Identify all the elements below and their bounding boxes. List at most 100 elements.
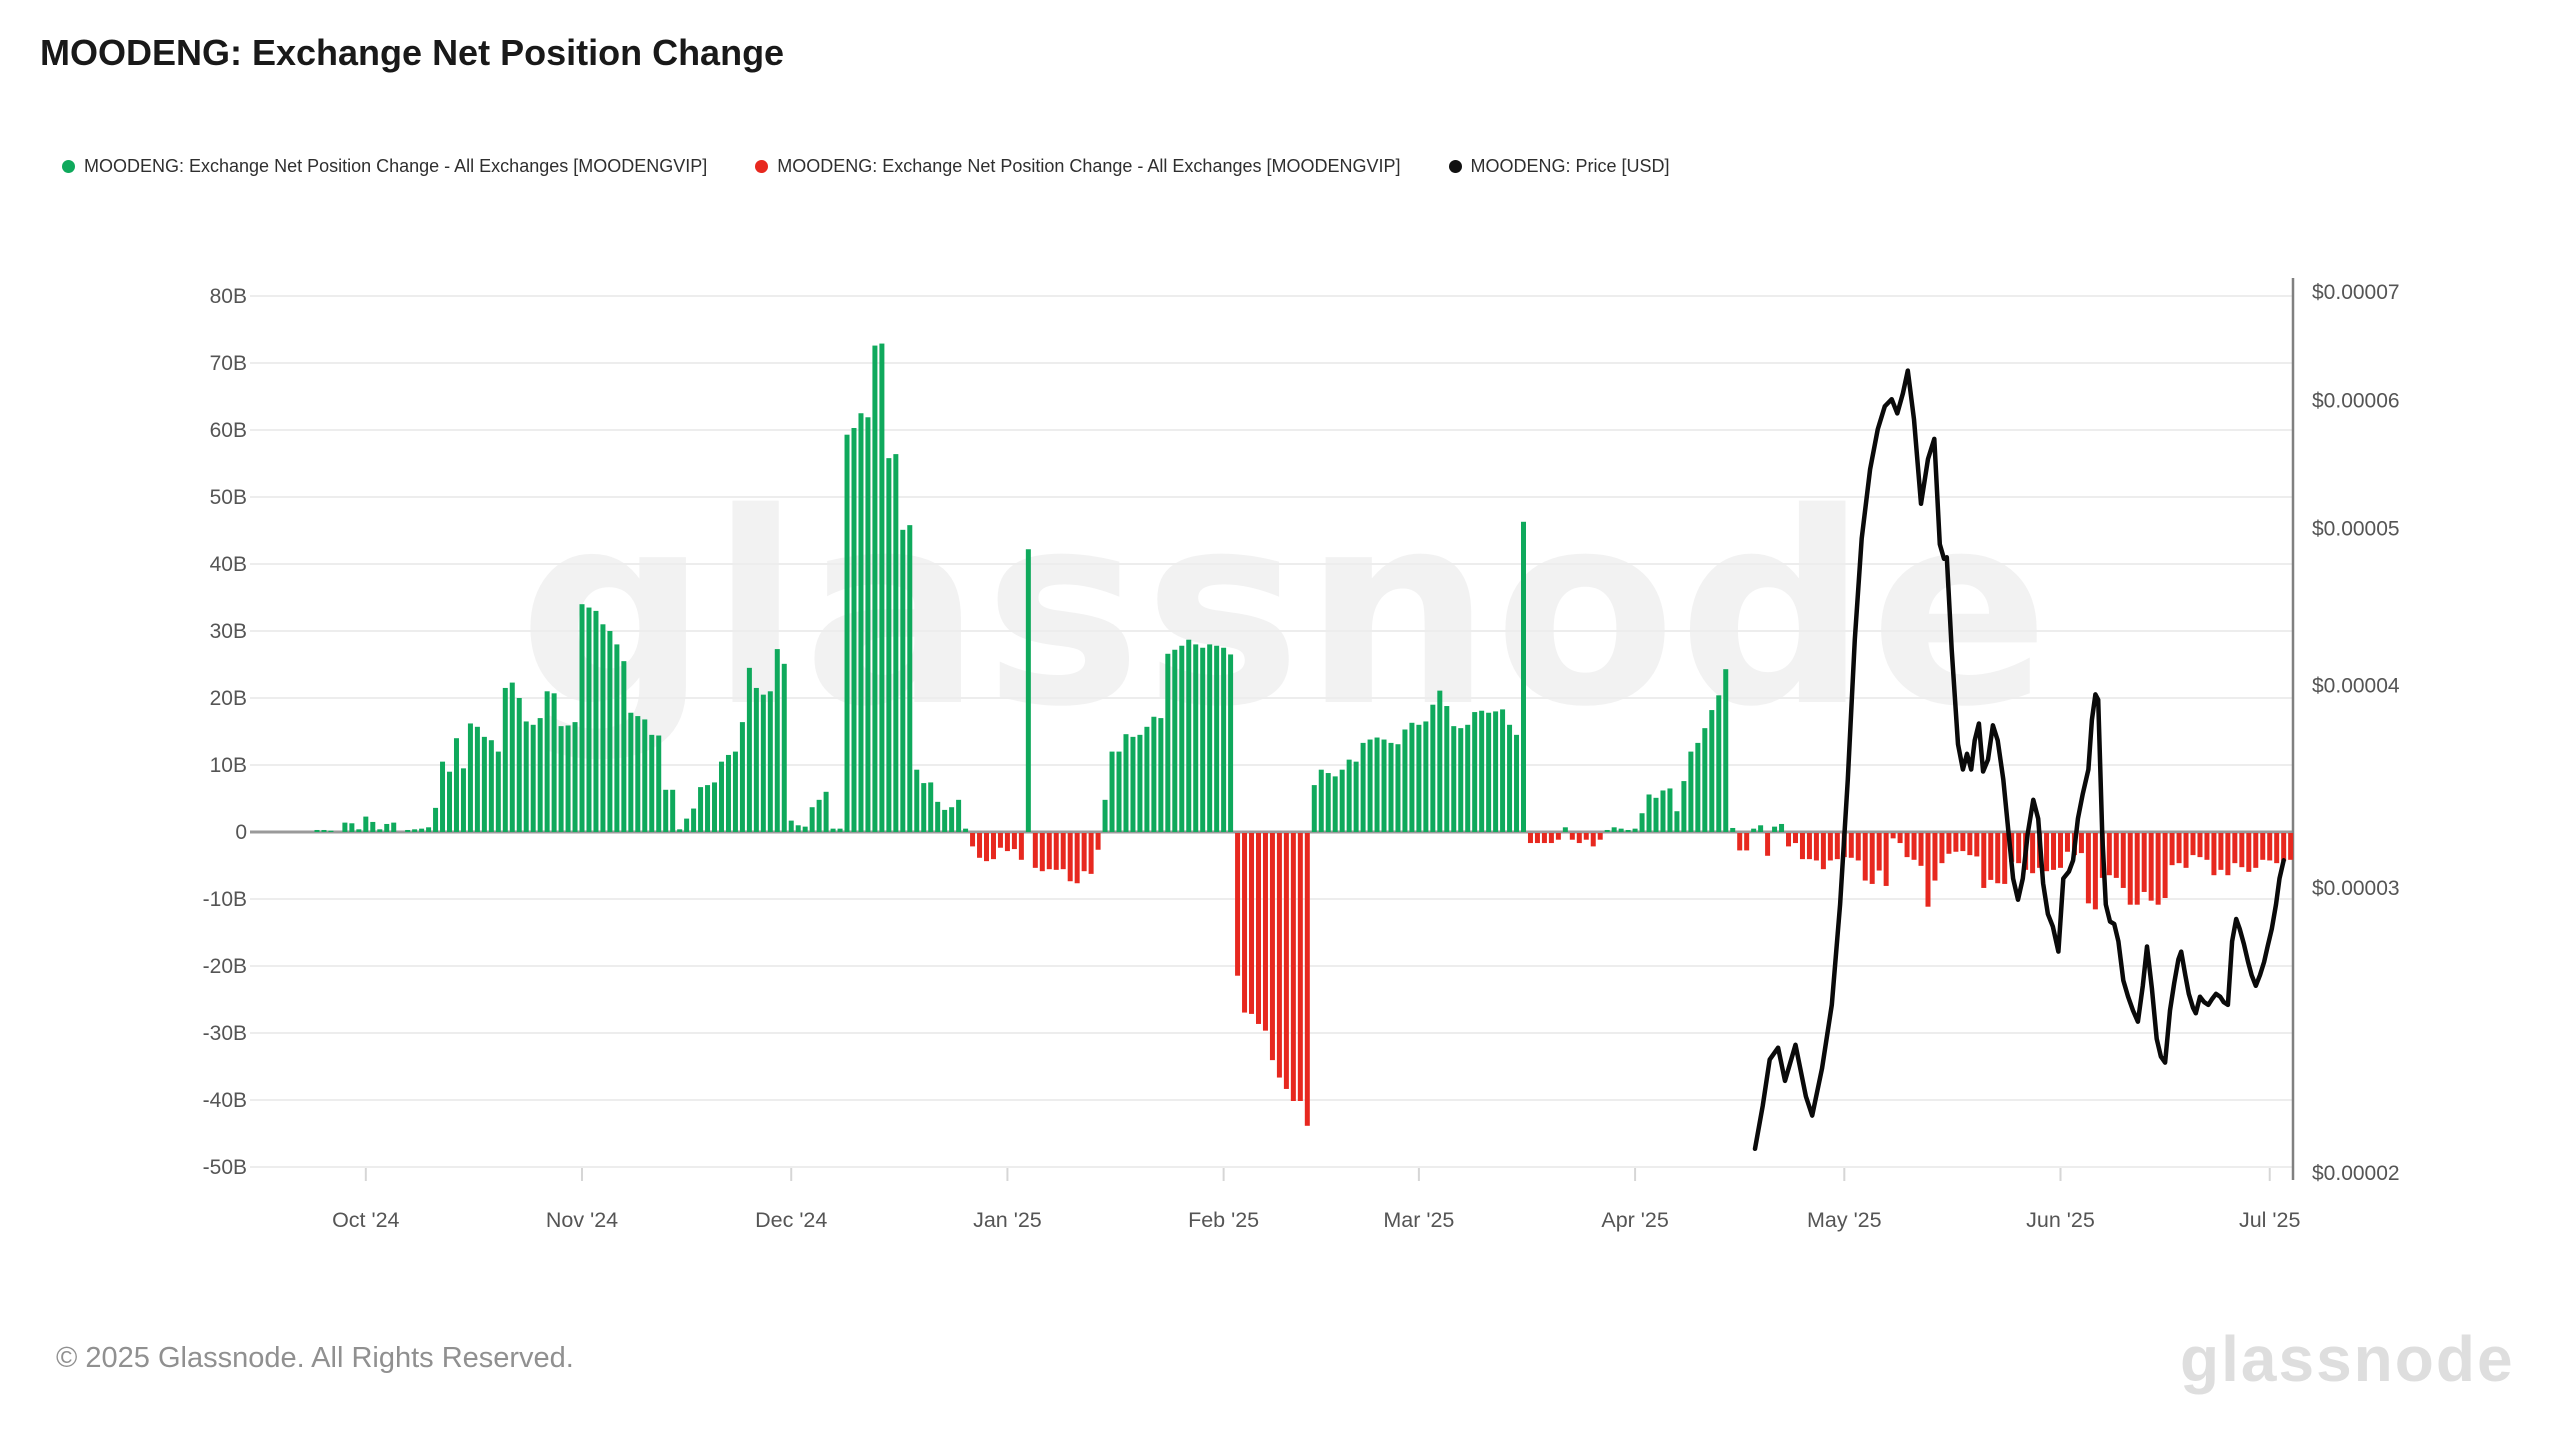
positive-bar <box>725 754 731 832</box>
negative-bar <box>2016 833 2022 864</box>
positive-bar <box>1604 829 1610 832</box>
negative-bar <box>1960 833 1966 852</box>
positive-bar <box>363 816 369 832</box>
positive-bar <box>1228 654 1234 832</box>
positive-bar <box>1179 645 1185 832</box>
positive-bar <box>509 682 515 832</box>
positive-bar <box>1025 549 1031 832</box>
negative-bar <box>1039 833 1045 872</box>
positive-bar <box>565 725 571 832</box>
legend-item-net-position-negative[interactable]: MOODENG: Exchange Net Position Change - … <box>755 156 1401 177</box>
negative-bar <box>1541 833 1547 844</box>
negative-bar <box>1088 833 1094 874</box>
positive-bar <box>872 345 878 832</box>
negative-bar <box>1304 833 1310 1126</box>
positive-bar <box>1158 718 1164 832</box>
positive-bar <box>1360 742 1366 832</box>
positive-bar <box>760 694 766 832</box>
positive-bar <box>844 434 850 832</box>
positive-bar <box>321 829 327 832</box>
positive-bar <box>600 624 606 832</box>
negative-bar <box>1262 833 1268 1031</box>
negative-bar <box>1032 833 1038 868</box>
positive-bar <box>649 734 655 832</box>
positive-bar <box>921 783 927 832</box>
positive-bar <box>1311 785 1317 832</box>
positive-bar <box>1353 761 1359 832</box>
positive-bar <box>1151 716 1157 832</box>
negative-bar <box>1576 833 1582 844</box>
positive-bar <box>879 343 885 832</box>
right-tick-label: $0.00007 <box>2312 281 2400 304</box>
positive-bar <box>1451 726 1457 832</box>
positive-bar <box>1221 647 1227 832</box>
positive-bar <box>705 785 711 832</box>
positive-bar <box>607 631 613 832</box>
positive-bar <box>677 829 683 832</box>
negative-bar <box>2051 833 2057 870</box>
left-axis-labels: 80B 70B 60B 50B 40B 30B 20B 10B 0 -10B -20B -30B -40… <box>203 285 247 1179</box>
negative-bar <box>977 833 983 858</box>
month-label: Feb '25 <box>1188 1208 1259 1232</box>
legend-item-net-position-positive[interactable]: MOODENG: Exchange Net Position Change - … <box>62 156 707 177</box>
negative-bar <box>1018 833 1024 860</box>
positive-bar <box>1674 811 1680 832</box>
positive-bar <box>523 721 529 832</box>
negative-bar <box>1548 833 1554 844</box>
positive-bar <box>628 712 634 832</box>
positive-bar <box>377 829 383 832</box>
negative-bar <box>2002 833 2008 884</box>
positive-bar <box>1367 739 1373 832</box>
positive-bar <box>837 828 843 832</box>
negative-bar <box>1011 833 1017 850</box>
positive-bar <box>440 761 446 832</box>
negative-bar <box>1569 833 1575 840</box>
negative-bar <box>1911 833 1917 860</box>
negative-bar <box>2281 833 2287 862</box>
negative-bar <box>1235 833 1241 976</box>
month-label: Jul '25 <box>2239 1208 2301 1232</box>
right-tick-label: $0.00004 <box>2312 675 2400 698</box>
negative-bar <box>1583 833 1589 840</box>
positive-bar <box>1381 739 1387 832</box>
positive-bar <box>698 787 704 832</box>
legend-item-price[interactable]: MOODENG: Price [USD] <box>1448 156 1670 177</box>
positive-bar <box>405 829 411 832</box>
month-label: Nov '24 <box>546 1208 618 1232</box>
negative-bar <box>2190 833 2196 856</box>
negative-bar <box>1827 833 1833 861</box>
price-line <box>1752 368 2286 1152</box>
positive-bar <box>370 821 376 832</box>
negative-bar <box>1597 833 1603 840</box>
watermark-text: glassnode <box>519 457 2052 765</box>
negative-bar <box>2058 833 2063 868</box>
positive-bar <box>1653 797 1659 832</box>
positive-bar <box>558 726 564 832</box>
negative-bar <box>1883 833 1889 886</box>
negative-bar <box>2078 833 2084 854</box>
negative-bar <box>1590 833 1596 847</box>
positive-bar <box>1332 776 1338 832</box>
negative-bar <box>2106 833 2112 876</box>
negative-bar <box>2120 833 2126 888</box>
positive-bar <box>1437 690 1443 832</box>
negative-bar <box>1081 833 1087 872</box>
negative-bar <box>1555 833 1561 840</box>
positive-bar <box>1514 734 1520 832</box>
positive-bar <box>1130 736 1136 832</box>
negative-bar <box>2092 833 2098 910</box>
positive-bar <box>900 529 906 832</box>
negative-bar <box>1974 833 1980 857</box>
negative-bar <box>1534 833 1540 844</box>
positive-bar <box>1730 827 1736 832</box>
positive-bar <box>907 525 913 832</box>
positive-bar <box>956 799 962 832</box>
positive-bar <box>1521 521 1527 832</box>
positive-bar <box>384 823 390 832</box>
positive-bar <box>391 822 397 832</box>
positive-bar <box>1339 769 1345 832</box>
negative-bar <box>1053 833 1059 870</box>
positive-bar <box>1472 712 1478 832</box>
legend-label: MOODENG: Exchange Net Position Change - … <box>777 156 1401 176</box>
